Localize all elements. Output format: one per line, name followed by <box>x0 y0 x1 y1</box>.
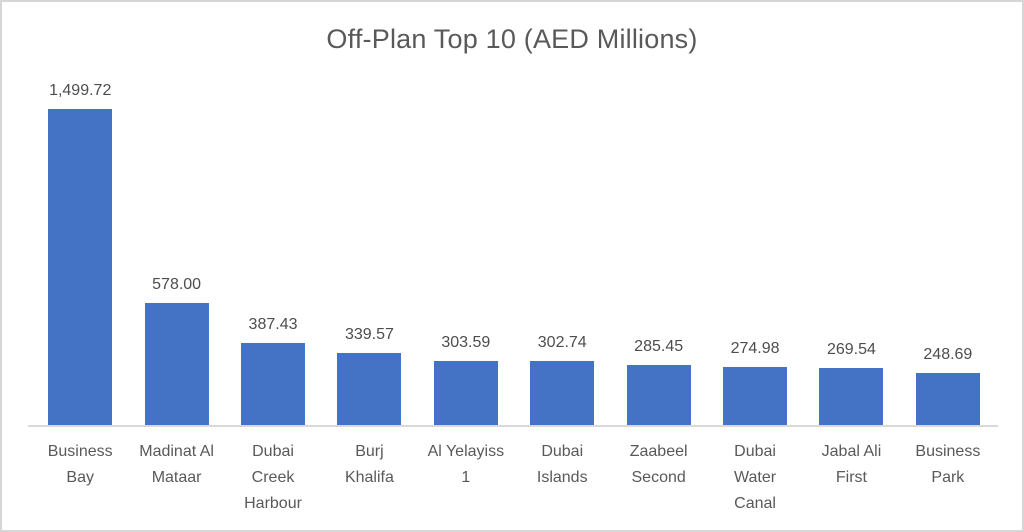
category-label: Jabal Ali First <box>821 443 882 486</box>
bar-column: 1,499.72 <box>32 2 128 425</box>
bar <box>241 343 306 425</box>
bar-column: 274.98 <box>707 2 803 425</box>
category-label: Dubai Islands <box>536 443 588 486</box>
category-label: Dubai Creek Harbour <box>244 443 302 512</box>
bar <box>48 109 113 425</box>
category-label: Al Yelayiss 1 <box>427 443 505 486</box>
plot-area: 1,499.72 578.00 387.43 339.57 303.59 302.74 28… <box>32 2 996 425</box>
bar <box>433 361 498 425</box>
value-label: 1,499.72 <box>49 82 112 99</box>
value-label: 269.54 <box>826 341 876 358</box>
x-axis-line <box>28 425 998 427</box>
category-label: Business Bay <box>47 443 113 486</box>
bar <box>530 361 595 425</box>
value-label: 302.74 <box>537 334 587 351</box>
bar-column: 269.54 <box>803 2 899 425</box>
bar-column: 387.43 <box>225 2 321 425</box>
bar-column: 302.74 <box>514 2 610 425</box>
value-label: 387.43 <box>248 316 298 333</box>
category-label: Zaabeel Second <box>629 443 688 486</box>
category-label: Burj Khalifa <box>344 443 394 486</box>
value-label: 339.57 <box>344 326 394 343</box>
bar <box>915 373 980 425</box>
value-label: 285.45 <box>634 338 684 355</box>
bar-column: 578.00 <box>128 2 224 425</box>
bar-column: 339.57 <box>321 2 417 425</box>
bar-column: 303.59 <box>418 2 514 425</box>
bar-column: 248.69 <box>900 2 996 425</box>
bar <box>144 303 209 425</box>
bar <box>819 368 884 425</box>
category-label: Madinat Al Mataar <box>139 443 214 486</box>
bar <box>626 365 691 425</box>
value-label: 248.69 <box>923 346 973 363</box>
bar-column: 285.45 <box>610 2 706 425</box>
category-label: Dubai Water Canal <box>734 443 777 512</box>
x-axis-category-labels: Business Bay Madinat Al Mataar Dubai Creek… <box>32 439 996 517</box>
category-label: Business Park <box>915 443 981 486</box>
bar <box>723 367 788 425</box>
value-label: 578.00 <box>152 276 202 293</box>
value-label: 274.98 <box>730 340 780 357</box>
bar <box>337 353 402 425</box>
value-label: 303.59 <box>441 334 491 351</box>
chart-title: Off-Plan Top 10 (AED Millions) <box>326 24 698 54</box>
